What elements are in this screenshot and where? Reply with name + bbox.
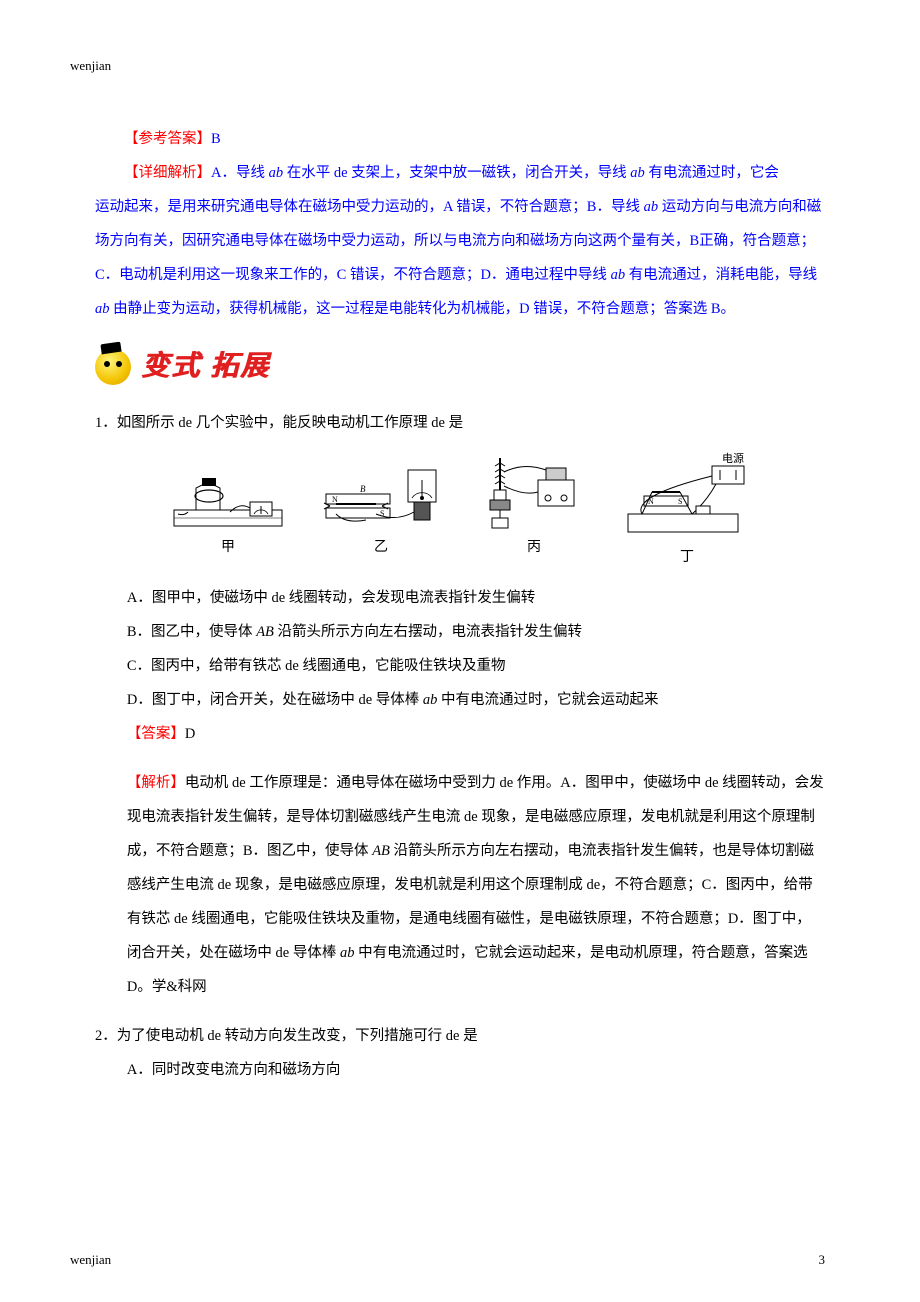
q1-option-a: A．图甲中，使磁场中 de 线圈转动，会发现电流表指针发生偏转 [95, 581, 825, 615]
footer-left: wenjian [70, 1252, 111, 1268]
section-banner: 变式 拓展 [95, 334, 825, 400]
banner-text: 变式 拓展 [141, 334, 270, 400]
q1-explain-label: 【解析】 [127, 775, 185, 791]
ref-answer-label: 【参考答案】 [124, 131, 211, 147]
q1-option-d: D．图丁中，闭合开关，处在磁场中 de 导体棒 ab 中有电流通过时，它就会运动… [95, 683, 825, 717]
diagram-label-yi: 乙 [374, 532, 388, 565]
footer: wenjian 3 [70, 1252, 825, 1268]
diagram-label-jia: 甲 [221, 532, 235, 565]
q1-answer: 【答案】D [95, 717, 825, 751]
svg-text:电源: 电源 [722, 452, 744, 465]
diagram-bing: 丙 [474, 452, 594, 575]
diagram-label-bing: 丙 [527, 532, 541, 565]
svg-text:N: N [332, 495, 338, 504]
mascot-icon [95, 349, 131, 385]
svg-text:S: S [678, 497, 682, 506]
diagram-jia: 甲 [168, 452, 288, 575]
analysis-line1: 【详细解析】A．导线 ab 在水平 de 支架上，支架中放一磁铁，闭合开关，导线… [95, 156, 825, 190]
q1-answer-value: D [185, 726, 195, 742]
q2-option-a: A．同时改变电流方向和磁场方向 [95, 1053, 825, 1087]
ref-answer-line: 【参考答案】B [95, 122, 825, 156]
q1-answer-label: 【答案】 [127, 726, 185, 742]
diagram-ding: 电源 N S 丁 [622, 452, 752, 575]
diagram-yi: N S B 乙 [316, 452, 446, 575]
analysis-text-1: A．导线 ab 在水平 de 支架上，支架中放一磁铁，闭合开关，导线 ab 有电… [211, 165, 779, 181]
main-content: 【参考答案】B 【详细解析】A．导线 ab 在水平 de 支架上，支架中放一磁铁… [95, 122, 825, 1087]
ref-answer-value: B [211, 131, 221, 147]
q1-option-c: C．图丙中，给带有铁芯 de 线圈通电，它能吸住铁块及重物 [95, 649, 825, 683]
analysis-line2: 运动起来，是用来研究通电导体在磁场中受力运动的，A 错误，不符合题意；B．导线 … [95, 190, 825, 326]
header-tag: wenjian [70, 58, 111, 74]
analysis-label: 【详细解析】 [124, 165, 211, 181]
q1-explain: 【解析】电动机 de 工作原理是：通电导体在磁场中受到力 de 作用。A．图甲中… [95, 766, 825, 1004]
diagram-label-ding: 丁 [680, 542, 694, 575]
footer-page-number: 3 [819, 1252, 826, 1268]
q1-stem: 1．如图所示 de 几个实验中，能反映电动机工作原理 de 是 [95, 406, 825, 440]
svg-text:B: B [360, 484, 366, 494]
q2-stem: 2．为了使电动机 de 转动方向发生改变，下列措施可行 de 是 [95, 1019, 825, 1053]
q1-diagrams: 甲 N S B [95, 452, 825, 575]
q1-option-b: B．图乙中，使导体 AB 沿箭头所示方向左右摆动，电流表指针发生偏转 [95, 615, 825, 649]
